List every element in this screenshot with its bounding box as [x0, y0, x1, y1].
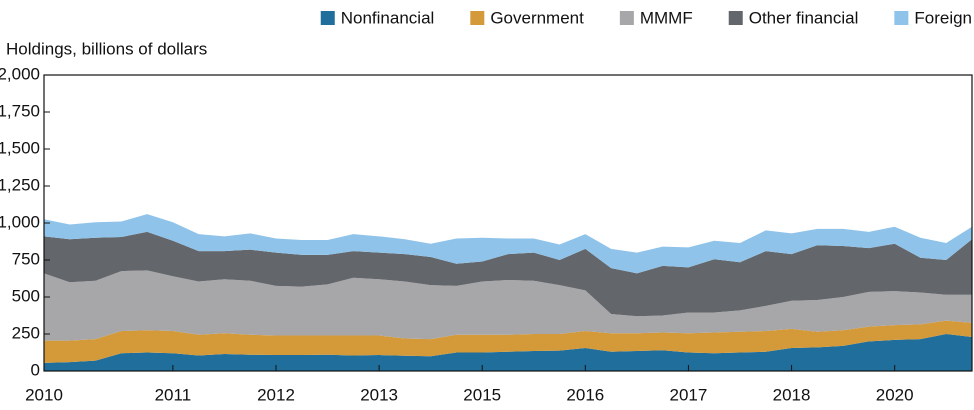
y-tick-label: 750 [12, 249, 40, 268]
y-tick-label: 500 [12, 286, 40, 305]
y-tick-label: 2,000 [0, 64, 40, 83]
legend-swatch [728, 11, 743, 25]
y-tick-label: 250 [12, 323, 40, 342]
area [44, 334, 972, 371]
x-tick-label: 2017 [670, 385, 708, 404]
y-tick-label: 1,500 [0, 138, 40, 157]
y-tick-label: 1,750 [0, 101, 40, 120]
y-tick-label: 1,250 [0, 175, 40, 194]
legend-label: Foreign [914, 8, 972, 27]
plot-frame [43, 74, 973, 372]
area [44, 231, 972, 317]
y-tick-label: 0 [31, 360, 40, 379]
y-axis-label: Holdings, billions of dollars [6, 39, 207, 58]
x-tick-label: 2015 [463, 385, 501, 404]
x-tick-label: 2012 [257, 385, 295, 404]
x-tick-label: 2020 [876, 385, 914, 404]
y-tick-label: 1,000 [0, 212, 40, 231]
legend-label: Other financial [749, 8, 859, 27]
legend-label: Nonfinancial [341, 8, 435, 27]
legend-label: Government [490, 8, 584, 27]
legend-swatch [619, 11, 634, 25]
x-tick-label: 2016 [566, 385, 604, 404]
area [44, 214, 972, 274]
x-tick-label: 2018 [773, 385, 811, 404]
x-tick-label: 2010 [25, 385, 63, 404]
x-tick-label: 2011 [155, 385, 192, 404]
area [44, 320, 972, 363]
legend-swatch [470, 11, 485, 25]
x-tick-label: 2013 [360, 385, 398, 404]
legend-swatch [320, 11, 335, 25]
area [44, 270, 972, 341]
legend-swatch [894, 11, 909, 25]
legend-label: MMMF [640, 8, 693, 27]
